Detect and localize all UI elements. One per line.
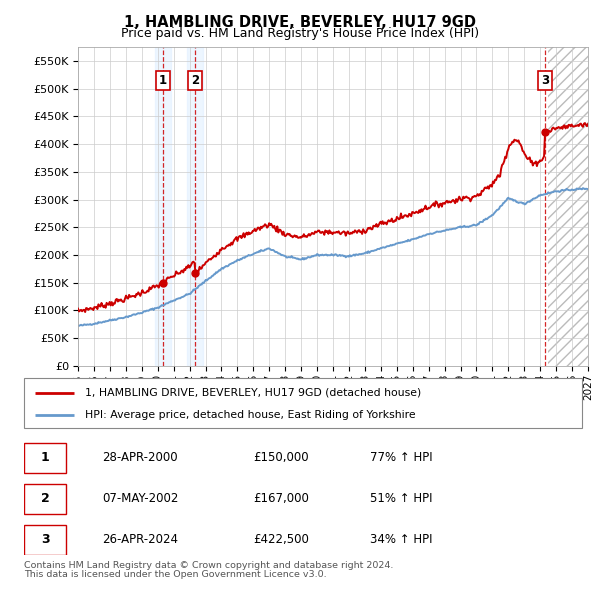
Text: 1, HAMBLING DRIVE, BEVERLEY, HU17 9GD: 1, HAMBLING DRIVE, BEVERLEY, HU17 9GD — [124, 15, 476, 30]
Text: 1, HAMBLING DRIVE, BEVERLEY, HU17 9GD (detached house): 1, HAMBLING DRIVE, BEVERLEY, HU17 9GD (d… — [85, 388, 422, 398]
Text: 26-APR-2024: 26-APR-2024 — [102, 533, 178, 546]
Text: £150,000: £150,000 — [253, 451, 308, 464]
Text: 1: 1 — [159, 74, 167, 87]
Text: 34% ↑ HPI: 34% ↑ HPI — [370, 533, 433, 546]
Text: 2: 2 — [191, 74, 200, 87]
Text: 2: 2 — [41, 492, 50, 506]
Text: Price paid vs. HM Land Registry's House Price Index (HPI): Price paid vs. HM Land Registry's House … — [121, 27, 479, 40]
FancyBboxPatch shape — [24, 484, 67, 514]
Text: 07-MAY-2002: 07-MAY-2002 — [102, 492, 178, 506]
Bar — [548, 47, 588, 366]
Text: 51% ↑ HPI: 51% ↑ HPI — [370, 492, 433, 506]
Text: 28-APR-2000: 28-APR-2000 — [102, 451, 178, 464]
Text: 77% ↑ HPI: 77% ↑ HPI — [370, 451, 433, 464]
FancyBboxPatch shape — [24, 525, 67, 555]
Text: This data is licensed under the Open Government Licence v3.0.: This data is licensed under the Open Gov… — [24, 570, 326, 579]
Text: £167,000: £167,000 — [253, 492, 308, 506]
Text: HPI: Average price, detached house, East Riding of Yorkshire: HPI: Average price, detached house, East… — [85, 410, 416, 420]
FancyBboxPatch shape — [24, 443, 67, 473]
Text: Contains HM Land Registry data © Crown copyright and database right 2024.: Contains HM Land Registry data © Crown c… — [24, 560, 394, 569]
FancyBboxPatch shape — [24, 378, 582, 428]
Text: 3: 3 — [41, 533, 50, 546]
Text: £422,500: £422,500 — [253, 533, 308, 546]
Bar — [155, 47, 171, 366]
Bar — [187, 47, 203, 366]
Text: 1: 1 — [41, 451, 50, 464]
Text: 3: 3 — [541, 74, 550, 87]
